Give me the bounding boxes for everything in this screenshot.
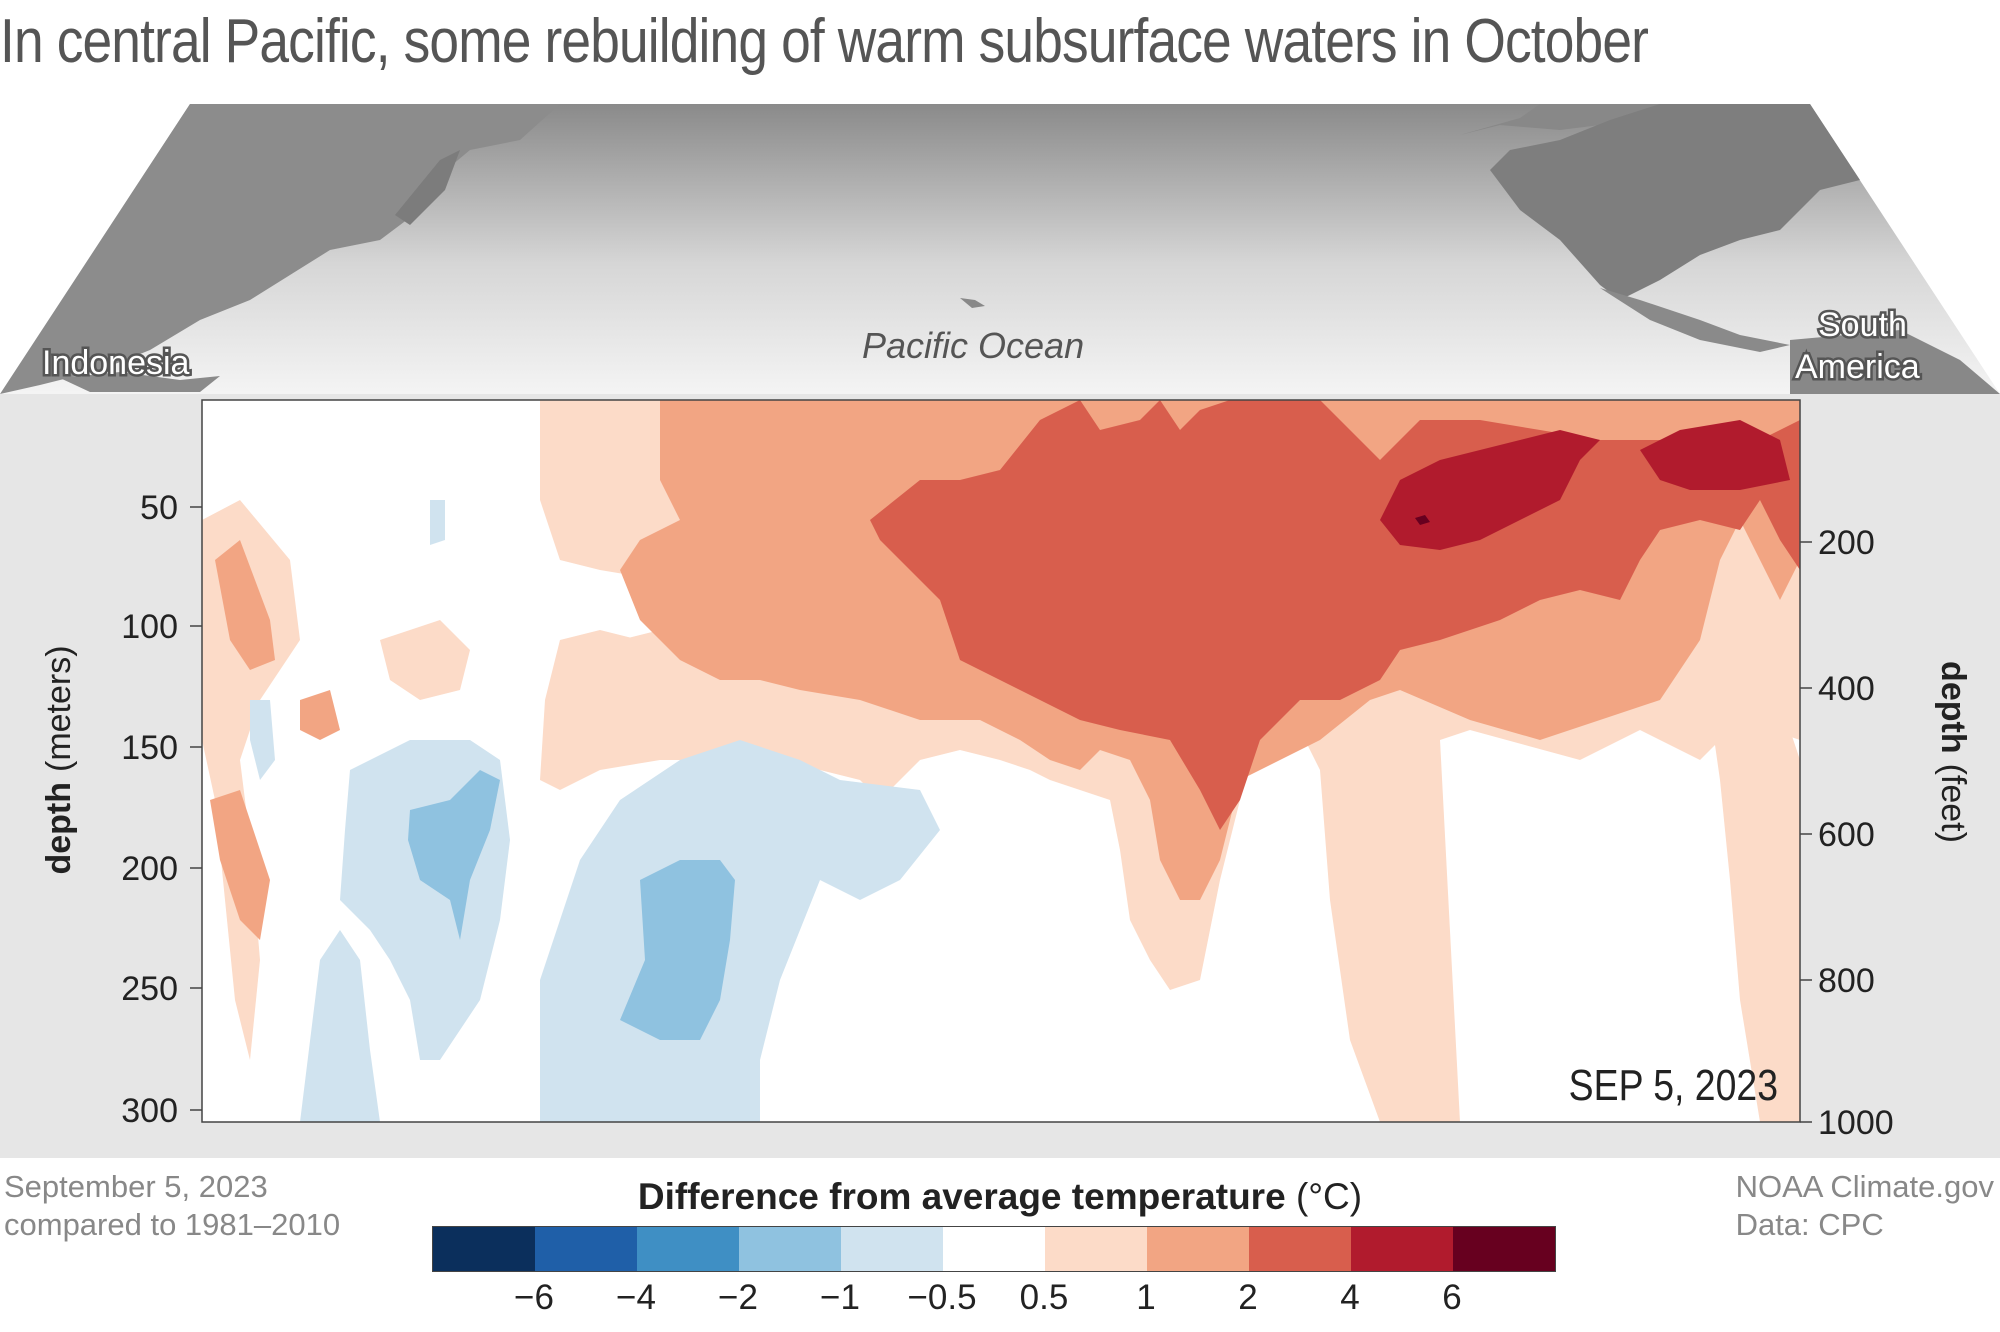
footer-right: NOAA Climate.gov Data: CPC	[1736, 1168, 1994, 1244]
right-tick-label-200: 200	[1818, 524, 1875, 562]
legend-tick-label-0: −6	[514, 1278, 554, 1317]
contour-cool-0.5-d	[250, 700, 275, 780]
contour-warm-0.5-west-a	[202, 500, 300, 1060]
left-tick-label-300: 300	[121, 1092, 178, 1130]
legend-swatch-3	[739, 1227, 841, 1271]
left-axis-title: depth (meters)	[40, 645, 78, 874]
japan-islands	[395, 150, 460, 225]
legend-swatch-2	[637, 1227, 739, 1271]
contour-cool-0.5-e	[430, 500, 445, 545]
legend-tick-label-4: −0.5	[907, 1278, 977, 1317]
legend-swatch-10	[1453, 1227, 1555, 1271]
footer-left: September 5, 2023 compared to 1981–2010	[4, 1168, 340, 1244]
legend-title-bold: Difference from average temperature	[637, 1176, 1286, 1217]
contour-cool-1-b	[620, 860, 735, 1040]
legend-tick-label-6: 1	[1136, 1278, 1156, 1317]
alaska-landmass	[1460, 104, 1680, 135]
date-stamp: SEP 5, 2023	[1569, 1060, 1778, 1110]
left-tick-label-150: 150	[121, 729, 178, 767]
right-tick-label-600: 600	[1818, 816, 1875, 854]
legend-swatch-1	[535, 1227, 637, 1271]
hawaii-islands	[960, 298, 985, 308]
right-axis-title-bold: depth	[1934, 661, 1972, 754]
anomaly-field	[202, 400, 1800, 1122]
right-depth-axis: 200 400 600 800 1000 depth (feet)	[1800, 524, 1972, 1142]
contour-warm-4	[1380, 430, 1600, 550]
contour-warm-0.5-east-plume	[1680, 530, 1800, 1122]
legend-tick-label-9: 6	[1442, 1278, 1462, 1317]
left-tick-label-250: 250	[121, 970, 178, 1008]
legend-tick-label-2: −2	[718, 1278, 758, 1317]
legend-swatch-6	[1045, 1227, 1147, 1271]
legend-tick-label-8: 4	[1340, 1278, 1360, 1317]
map-label-america: America	[1795, 348, 1920, 386]
left-depth-axis: 50 100 150 200 250 300 depth (meters)	[40, 489, 202, 1130]
contour-cool-0.5-c	[300, 930, 380, 1122]
left-tick-label-50: 50	[140, 489, 178, 527]
indonesia-islands	[60, 372, 220, 392]
plot-frame	[201, 399, 1801, 1123]
footer-baseline: compared to 1981–2010	[4, 1207, 341, 1242]
footer-data-source: Data: CPC	[1735, 1207, 1884, 1242]
map-label-indonesia: Indonesia	[42, 344, 190, 382]
asia-landmass	[0, 104, 560, 394]
contour-warm-4-east	[1640, 420, 1790, 490]
contour-warm-6	[1415, 515, 1430, 525]
legend-swatch-4	[841, 1227, 943, 1271]
footer-credit: NOAA Climate.gov	[1735, 1169, 1994, 1204]
legend-swatch-5	[943, 1227, 1045, 1271]
contour-warm-0.5-west-b	[380, 620, 470, 700]
contour-warm-1-west-b	[300, 690, 340, 740]
south-america-landmass	[1790, 330, 2000, 394]
right-axis-title: depth (feet)	[1934, 661, 1972, 843]
right-tick-label-800: 800	[1818, 962, 1875, 1000]
legend-tick-label-5: 0.5	[1019, 1278, 1069, 1317]
right-tick-label-1000: 1000	[1818, 1104, 1894, 1142]
legend-tick-label-1: −4	[616, 1278, 656, 1317]
contour-warm-1-west-c	[210, 790, 270, 940]
legend-swatch-9	[1351, 1227, 1453, 1271]
contour-warm-1-west-a	[215, 540, 275, 670]
left-axis-title-bold: depth	[40, 782, 78, 875]
legend-swatch-8	[1249, 1227, 1351, 1271]
legend-title: Difference from average temperature (°C)	[0, 1176, 2000, 1218]
legend-title-unit: (°C)	[1295, 1176, 1363, 1217]
map-slab: Indonesia Pacific Ocean South America	[0, 104, 2000, 394]
legend-tick-label-3: −1	[820, 1278, 860, 1317]
central-america-landmass	[1600, 288, 1790, 352]
left-tick-label-100: 100	[121, 608, 178, 646]
footer-date: September 5, 2023	[4, 1169, 268, 1204]
contour-warm-2	[870, 400, 1800, 830]
left-axis-title-unit: (meters)	[40, 645, 78, 772]
legend-colorbar	[432, 1226, 1556, 1272]
legend-swatch-7	[1147, 1227, 1249, 1271]
right-axis-title-unit: (feet)	[1934, 764, 1972, 843]
map-label-south: South	[1818, 306, 1907, 344]
contour-cool-1-a	[408, 770, 500, 940]
legend-swatch-0	[433, 1227, 535, 1271]
right-tick-label-400: 400	[1818, 670, 1875, 708]
north-america-landmass	[1490, 104, 1860, 300]
map-label-pacific-ocean: Pacific Ocean	[862, 325, 1084, 366]
legend-tick-label-7: 2	[1238, 1278, 1258, 1317]
page-title: In central Pacific, some rebuilding of w…	[0, 7, 1649, 76]
left-tick-label-200: 200	[121, 850, 178, 888]
